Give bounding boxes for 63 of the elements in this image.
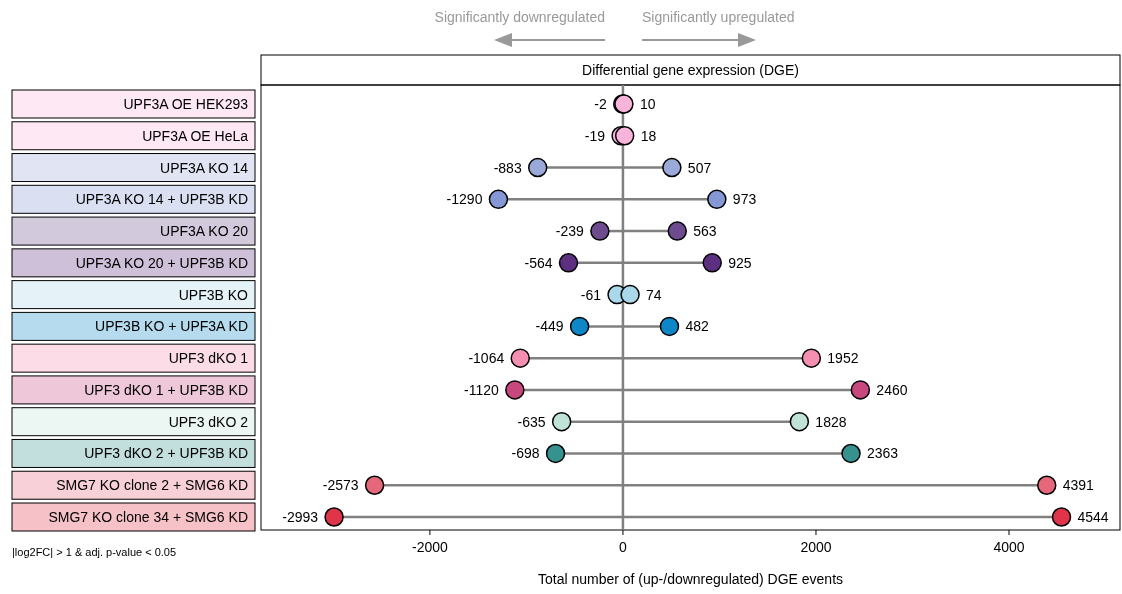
data-label: -1290 <box>446 191 483 208</box>
point <box>614 94 634 114</box>
point <box>488 189 509 210</box>
data-label: -449 <box>535 318 564 335</box>
data-label: 4391 <box>1062 477 1095 494</box>
data-label: 4544 <box>1077 509 1109 525</box>
data-label: -564 <box>524 254 553 271</box>
y-tick-label: UPF3 dKO 1 <box>168 350 249 367</box>
y-tick-label: UPF3A OE HEK293 <box>123 96 249 112</box>
point <box>558 253 579 273</box>
data-label: -61 <box>580 286 602 303</box>
y-tick-label: UPF3 dKO 2 <box>168 413 249 430</box>
point <box>527 157 548 178</box>
point <box>545 443 566 464</box>
data-label: 2460 <box>876 381 908 398</box>
point <box>324 507 344 527</box>
x-axis-title: Total number of (up-/downregulated) DGE events <box>537 571 844 587</box>
data-label: 1828 <box>815 413 847 430</box>
data-label: 925 <box>728 254 752 271</box>
x-tick-label: -2000 <box>412 539 449 555</box>
data-label: -883 <box>493 159 522 176</box>
y-tick-label: UPF3A KO 14 <box>160 159 249 176</box>
data-label: 18 <box>640 127 657 144</box>
point <box>590 221 610 241</box>
text: |log2FC| > 1 & adj. p-value < 0.05 <box>12 546 177 558</box>
data-label: -2993 <box>282 509 319 525</box>
y-tick-label: UPF3A OE HeLa <box>142 127 249 144</box>
y-tick-label: UPF3 dKO 1 + UPF3B KD <box>84 381 248 398</box>
data-label: 482 <box>685 318 710 335</box>
point <box>505 380 525 400</box>
y-tick-label: UPF3B KO + UPF3A KD <box>95 318 248 335</box>
data-label: -1064 <box>468 350 505 367</box>
data-label: -19 <box>584 127 606 144</box>
x-tick-label: 4000 <box>993 539 1025 555</box>
point <box>364 475 385 495</box>
text: Significantly upregulated <box>642 9 795 25</box>
y-tick-label: UPF3B KO <box>178 286 249 303</box>
data-label: 2363 <box>867 445 899 462</box>
y-tick-label: UPF3 dKO 2 + UPF3B KD <box>84 445 248 462</box>
data-label: 563 <box>693 223 717 240</box>
data-label: -239 <box>555 223 585 240</box>
y-tick-label: SMG7 KO clone 2 + SMG6 KD <box>56 477 248 494</box>
data-label: 74 <box>646 286 662 303</box>
data-label: -2573 <box>322 477 359 494</box>
data-label: -1120 <box>464 381 500 398</box>
x-tick-label: 2000 <box>800 539 832 555</box>
data-label: 973 <box>732 191 757 208</box>
data-label: 507 <box>687 159 712 176</box>
point <box>551 411 572 432</box>
point <box>569 316 590 337</box>
y-tick-label: UPF3A KO 20 <box>160 223 249 240</box>
data-label: 10 <box>639 96 656 112</box>
y-tick-label: SMG7 KO clone 34 + SMG6 KD <box>48 509 248 525</box>
text: Significantly downregulated <box>434 9 605 25</box>
data-label: -2 <box>594 96 607 112</box>
point <box>510 348 530 368</box>
data-label: -635 <box>517 413 546 430</box>
data-label: -698 <box>511 445 540 462</box>
y-tick-label: UPF3A KO 14 + UPF3B KD <box>75 191 248 208</box>
x-tick-label: 0 <box>619 539 628 555</box>
data-label: 1952 <box>827 350 859 367</box>
chart-title: Differential gene expression (DGE) <box>582 62 799 78</box>
y-tick-label: UPF3A KO 20 + UPF3B KD <box>75 254 248 271</box>
